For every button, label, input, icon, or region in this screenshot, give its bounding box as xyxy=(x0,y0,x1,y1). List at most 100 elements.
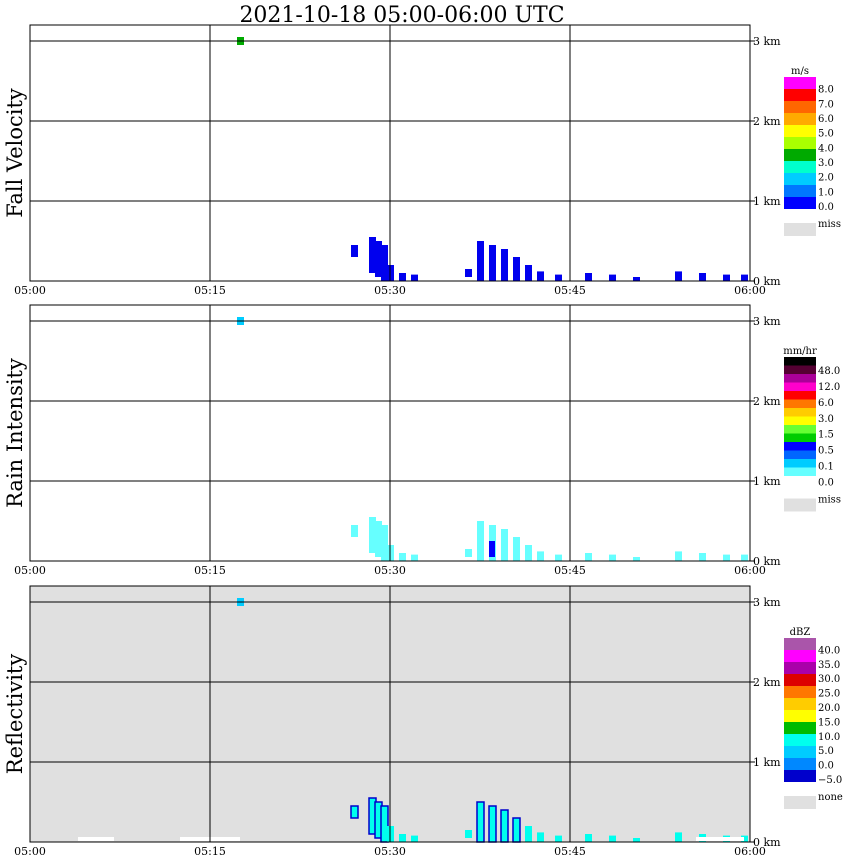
echo-column xyxy=(381,806,388,842)
legend-swatch xyxy=(784,734,816,746)
time-tick-label: 05:15 xyxy=(194,284,226,297)
legend-miss-label: none xyxy=(818,792,843,803)
time-tick-label: 05:00 xyxy=(14,284,46,297)
legend-miss-swatch xyxy=(784,223,816,236)
plot-frame xyxy=(29,304,751,562)
panel-ylabel: Reflectivity xyxy=(3,654,27,775)
echo-column xyxy=(489,245,496,281)
time-tick-label: 05:30 xyxy=(374,284,406,297)
legend-label: 5.0 xyxy=(818,746,834,757)
echo-column xyxy=(585,273,592,281)
height-tick-label: 1 km xyxy=(753,756,781,769)
legend-label: 7.0 xyxy=(818,99,834,110)
echo-column xyxy=(513,537,520,561)
panel-reflectivity: 0 km 1 km 2 km 3 km 05:00 05:15 05:30 05:45 06:0… xyxy=(3,585,843,858)
echo-column xyxy=(585,834,592,842)
echo-column xyxy=(525,265,532,281)
echo-column xyxy=(369,517,376,553)
legend-label: 6.0 xyxy=(818,398,834,409)
legend-swatch xyxy=(784,476,816,485)
legend-label: 1.5 xyxy=(818,430,834,441)
height-tick-label: 2 km xyxy=(753,395,781,408)
legend-label: 20.0 xyxy=(818,703,840,714)
legend-swatch xyxy=(784,459,816,468)
legend-swatch xyxy=(784,433,816,442)
legend-label: 2.0 xyxy=(818,173,834,184)
time-tick-label: 05:45 xyxy=(554,284,586,297)
time-tick-label: 05:45 xyxy=(554,845,586,858)
legend-swatch xyxy=(784,662,816,674)
legend-miss-swatch xyxy=(784,796,816,809)
legend-label: 4.0 xyxy=(818,143,834,154)
legend-swatch xyxy=(784,399,816,408)
echo-column xyxy=(399,553,406,561)
legend-swatch xyxy=(784,710,816,722)
panel-ylabel: Rain Intensity xyxy=(3,358,27,508)
height-tick-label: 2 km xyxy=(753,676,781,689)
echo-column xyxy=(501,249,508,281)
legend-swatch xyxy=(784,758,816,770)
echo-column xyxy=(699,553,706,561)
echo-column xyxy=(741,835,748,842)
echo-column xyxy=(723,274,730,281)
legend-swatch xyxy=(784,722,816,734)
legend-swatch xyxy=(784,408,816,417)
time-tick-label: 06:00 xyxy=(734,284,766,297)
echo-column xyxy=(477,802,484,842)
legend-label: 25.0 xyxy=(818,689,840,700)
legend-swatch xyxy=(784,746,816,758)
height-tick-label: 3 km xyxy=(753,315,781,328)
echo-column xyxy=(675,832,682,842)
legend-label: 6.0 xyxy=(818,114,834,125)
legend-swatch xyxy=(784,89,816,101)
echo-column xyxy=(399,834,406,842)
legend-swatch xyxy=(784,197,816,209)
chart-title: 2021-10-18 05:00-06:00 UTC xyxy=(239,3,564,28)
echo-column xyxy=(411,554,418,561)
legend-label: 0.1 xyxy=(818,462,834,473)
echo-column xyxy=(513,257,520,281)
echo-column xyxy=(381,245,388,281)
legend-swatch xyxy=(784,686,816,698)
legend-swatch xyxy=(784,416,816,425)
echo-column xyxy=(375,241,382,277)
legend-swatch xyxy=(784,382,816,391)
legend-unit: mm/hr xyxy=(783,346,817,357)
echo-column xyxy=(351,245,358,257)
echo-column xyxy=(633,557,640,561)
echo-column xyxy=(477,521,484,561)
legend-label: 0.0 xyxy=(818,202,834,213)
legend-swatch xyxy=(784,161,816,173)
legend-label: 1.0 xyxy=(818,187,834,198)
legend-swatch xyxy=(784,698,816,710)
low-return xyxy=(78,837,114,841)
legend-swatch xyxy=(784,674,816,686)
time-tick-label: 05:15 xyxy=(194,564,226,577)
height-tick-label: 3 km xyxy=(753,35,781,48)
echo-column xyxy=(465,269,472,277)
legend-swatch xyxy=(784,173,816,185)
echo-column xyxy=(699,273,706,281)
echo-column xyxy=(585,553,592,561)
echo-column xyxy=(351,525,358,537)
legend-label: 0.5 xyxy=(818,446,834,457)
legend-swatch xyxy=(784,125,816,137)
height-tick-label: 3 km xyxy=(753,596,781,609)
legend-swatch xyxy=(784,442,816,451)
legend-swatch xyxy=(784,365,816,374)
echo-column xyxy=(501,810,508,842)
time-tick-label: 06:00 xyxy=(734,845,766,858)
echo-column xyxy=(399,273,406,281)
legend-swatch xyxy=(784,374,816,383)
echo-core xyxy=(489,541,495,557)
legend-label: 30.0 xyxy=(818,674,840,685)
legend-label: 0.0 xyxy=(818,478,834,489)
legend-miss-label: miss xyxy=(818,219,841,230)
legend-swatch xyxy=(784,638,816,650)
legend-unit: m/s xyxy=(791,66,809,77)
echo-column xyxy=(555,554,562,561)
echo-edge xyxy=(350,805,359,819)
echo-column xyxy=(537,271,544,281)
legend-swatch xyxy=(784,101,816,113)
panel-rain-intensity: 0 km 1 km 2 km 3 km 05:00 05:15 05:30 05:45 06:0… xyxy=(3,304,841,577)
